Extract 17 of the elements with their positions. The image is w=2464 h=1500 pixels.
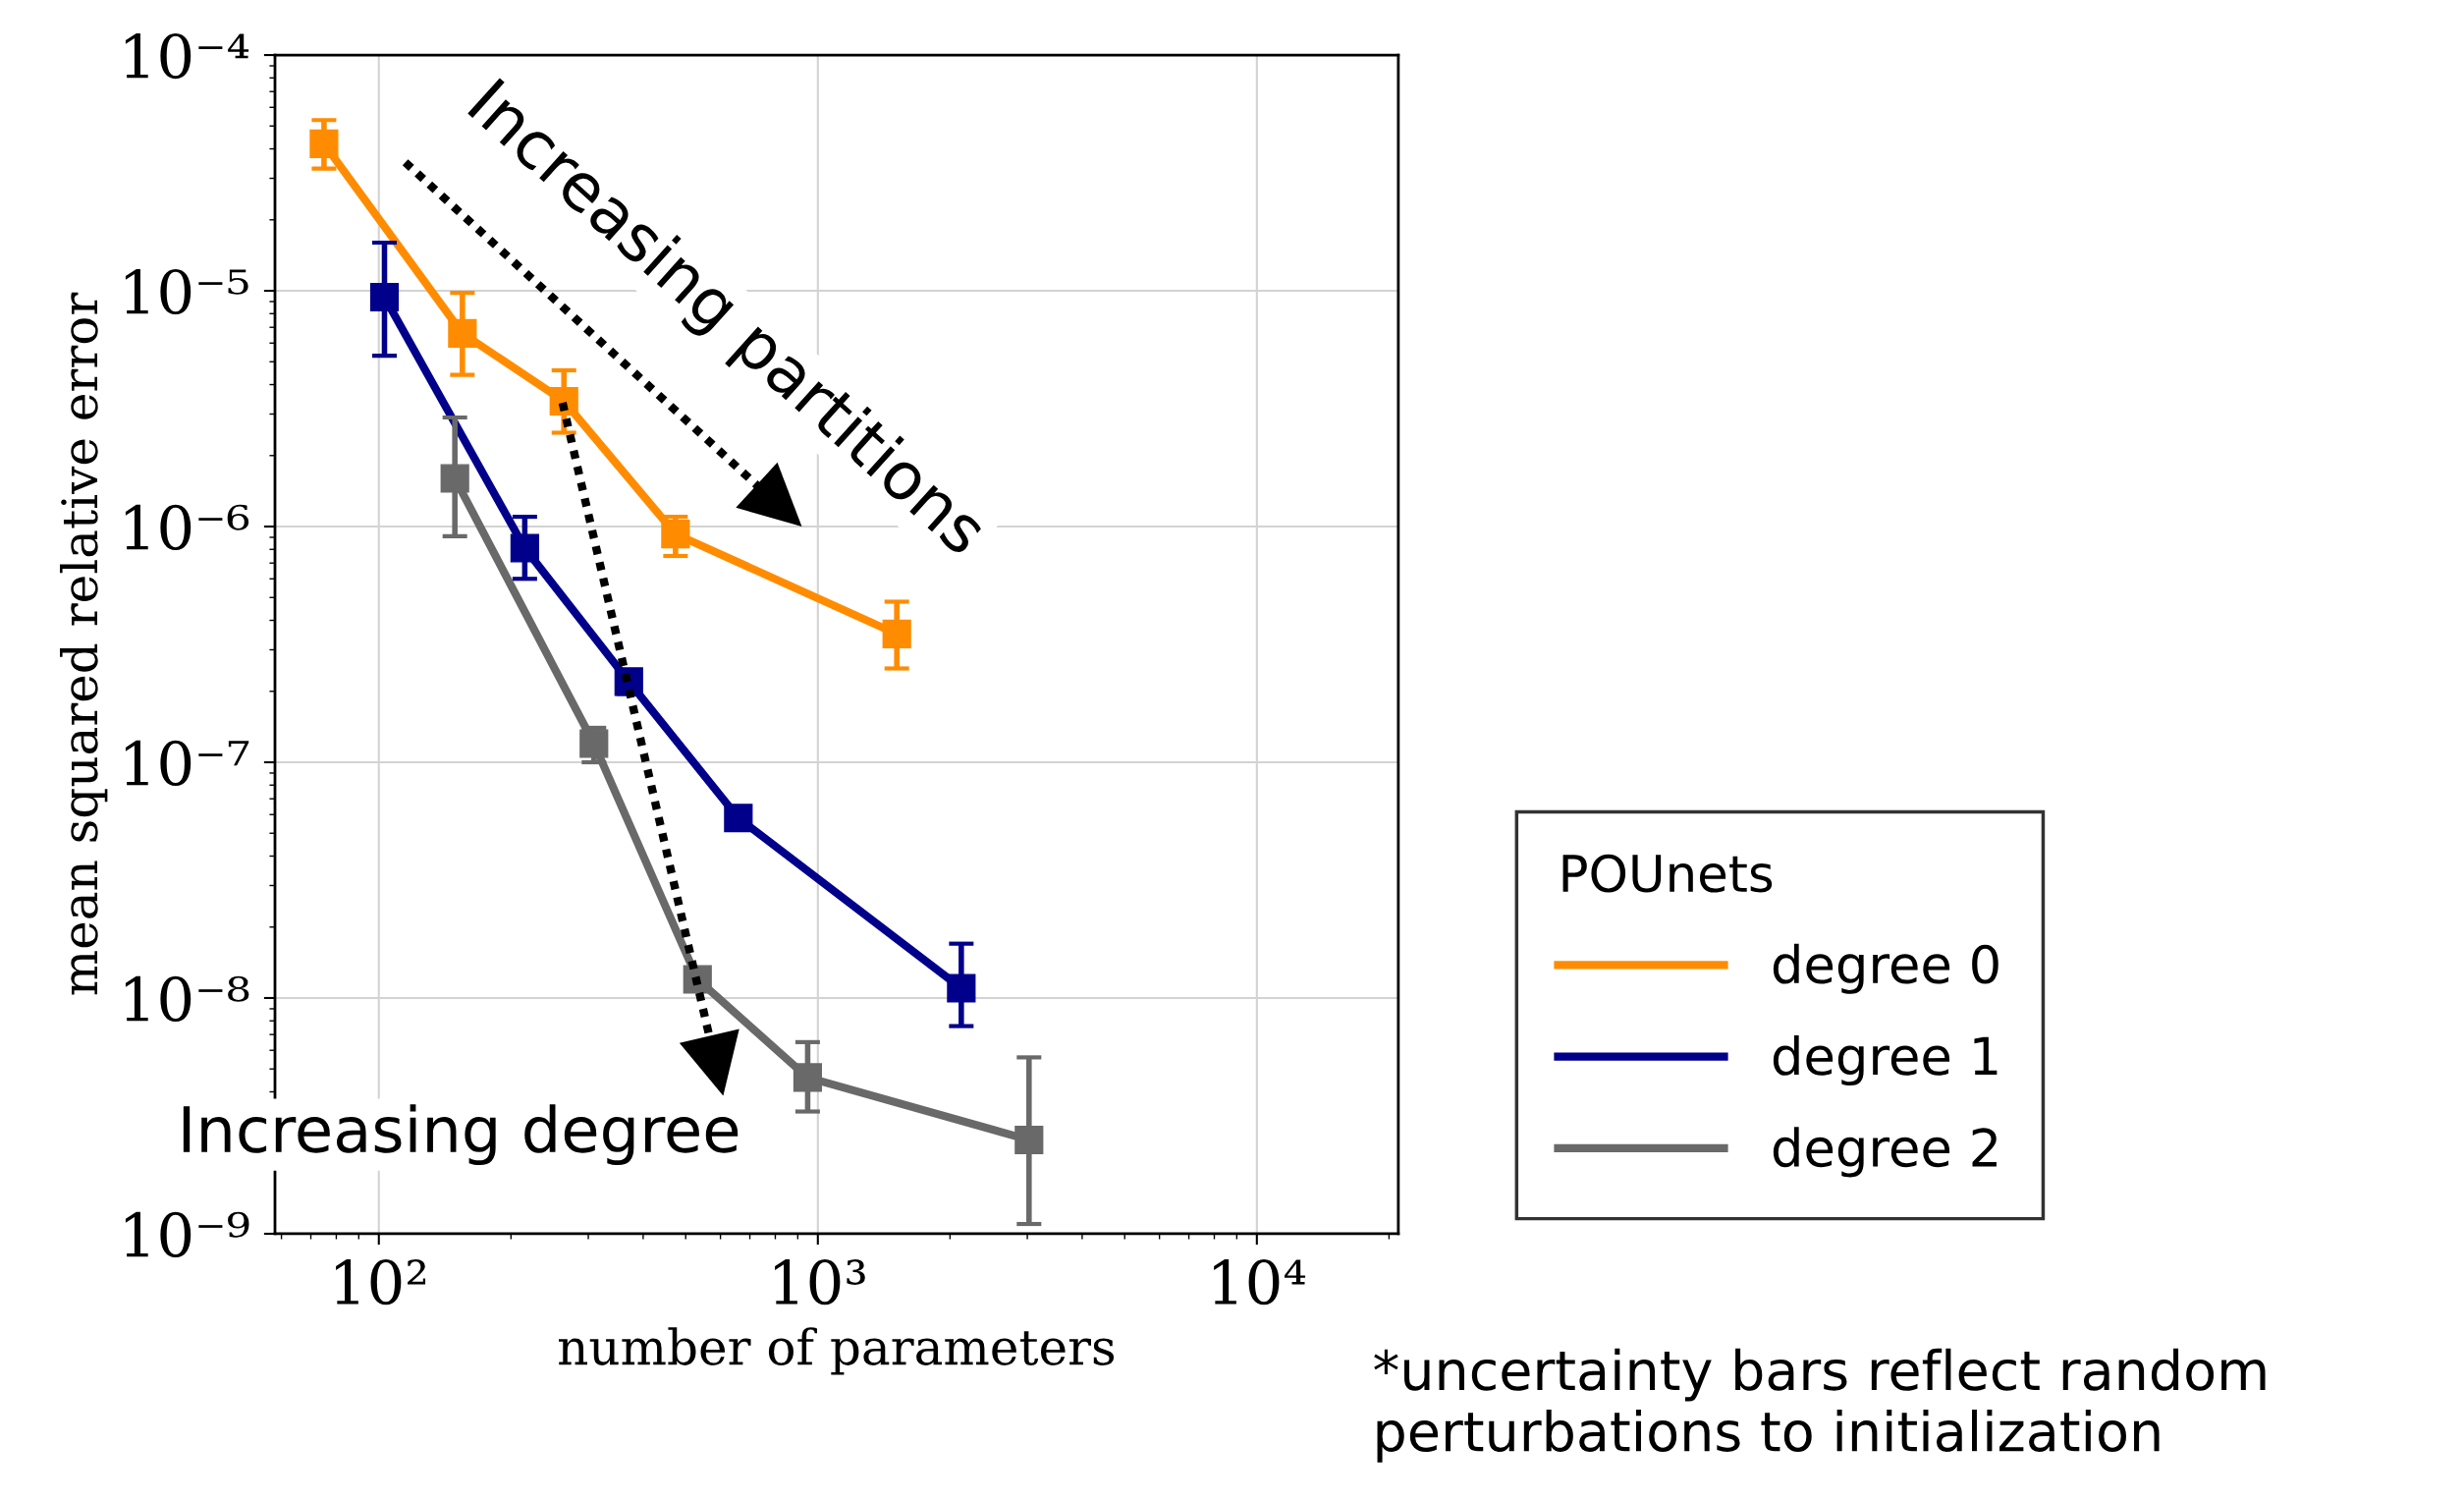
annotation: Increasing degree <box>183 1104 739 1166</box>
x-tick-label: 10⁴ <box>1214 1259 1306 1306</box>
legend-label: degree 0 <box>1773 943 1999 994</box>
y-tick-label: 10⁻⁸ <box>125 975 249 1023</box>
y-tick-label: 10⁻⁵ <box>125 268 248 315</box>
y-tick-label: 10⁻⁹ <box>125 1211 249 1258</box>
legend-label: degree 2 <box>1773 1127 1997 1178</box>
y-tick-label: 10⁻⁶ <box>125 504 249 551</box>
y-axis-title: mean squared relative error <box>59 292 108 995</box>
legend-title: POUnets <box>1562 854 1773 893</box>
text: *uncertainty bars reflect random perturbations to initialization <box>1374 1348 2266 1463</box>
y-tick-label: 10⁻⁴ <box>125 32 249 80</box>
x-tick-label: 10² <box>336 1259 426 1306</box>
x-axis-title: number of parameters <box>558 1327 1115 1375</box>
legend-label: degree 1 <box>1773 1035 1998 1086</box>
x-tick-label: 10³ <box>775 1259 865 1306</box>
y-tick-label: 10⁻⁷ <box>125 740 249 787</box>
